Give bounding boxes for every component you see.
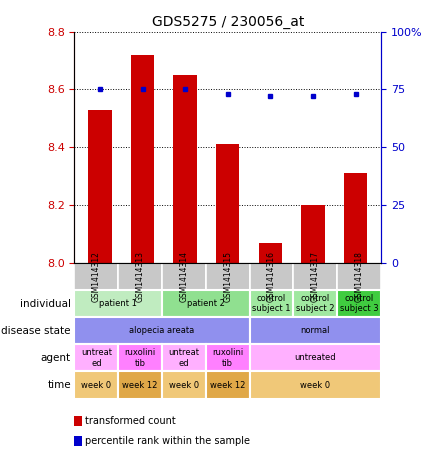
Bar (293, 290, 337, 317)
Bar (173, 75, 197, 263)
Text: week 12: week 12 (123, 381, 158, 390)
Text: ruxolini
tib: ruxolini tib (124, 348, 156, 367)
Bar (301, 205, 325, 263)
Bar (74, 371, 118, 399)
Bar (118, 263, 162, 290)
Bar (250, 371, 381, 399)
Bar (206, 344, 250, 371)
Text: GSM1414317: GSM1414317 (311, 251, 320, 302)
Text: GSM1414312: GSM1414312 (92, 251, 101, 302)
Bar (74, 290, 162, 317)
Text: alopecia areata: alopecia areata (130, 326, 194, 335)
Bar (88, 110, 112, 263)
Bar (118, 344, 162, 371)
Bar (162, 344, 206, 371)
Text: control
subject 1: control subject 1 (252, 294, 291, 313)
Bar (250, 290, 293, 317)
Text: GSM1414313: GSM1414313 (136, 251, 145, 302)
Text: week 12: week 12 (210, 381, 245, 390)
Bar (250, 317, 381, 344)
Bar (250, 263, 293, 290)
Text: GSM1414314: GSM1414314 (180, 251, 188, 302)
Text: GSM1414315: GSM1414315 (223, 251, 232, 302)
Text: control
subject 3: control subject 3 (340, 294, 378, 313)
Bar (162, 371, 206, 399)
Text: agent: agent (41, 353, 71, 363)
Text: GSM1414316: GSM1414316 (267, 251, 276, 302)
Text: untreat
ed: untreat ed (81, 348, 112, 367)
Text: week 0: week 0 (169, 381, 199, 390)
Bar (250, 344, 381, 371)
Bar (162, 263, 206, 290)
Bar (344, 173, 367, 263)
Text: patient 2: patient 2 (187, 299, 225, 308)
Bar (337, 290, 381, 317)
Bar (118, 371, 162, 399)
Text: transformed count: transformed count (85, 416, 176, 426)
Text: control
subject 2: control subject 2 (296, 294, 335, 313)
Bar (74, 263, 118, 290)
Text: time: time (47, 380, 71, 390)
Bar (206, 371, 250, 399)
Bar (216, 145, 240, 263)
Text: disease state: disease state (1, 326, 71, 336)
Text: untreated: untreated (294, 353, 336, 362)
Text: percentile rank within the sample: percentile rank within the sample (85, 436, 251, 446)
Text: ruxolini
tib: ruxolini tib (212, 348, 244, 367)
Text: patient 1: patient 1 (99, 299, 137, 308)
Bar (74, 344, 118, 371)
Bar (293, 263, 337, 290)
Bar (258, 242, 282, 263)
Text: untreat
ed: untreat ed (169, 348, 199, 367)
Bar (131, 55, 154, 263)
Bar (162, 290, 250, 317)
Text: week 0: week 0 (300, 381, 330, 390)
Text: individual: individual (20, 299, 71, 308)
Bar (74, 317, 250, 344)
Title: GDS5275 / 230056_at: GDS5275 / 230056_at (152, 15, 304, 29)
Bar (337, 263, 381, 290)
Bar (206, 263, 250, 290)
Text: week 0: week 0 (81, 381, 111, 390)
Text: GSM1414318: GSM1414318 (355, 251, 364, 302)
Text: normal: normal (300, 326, 330, 335)
